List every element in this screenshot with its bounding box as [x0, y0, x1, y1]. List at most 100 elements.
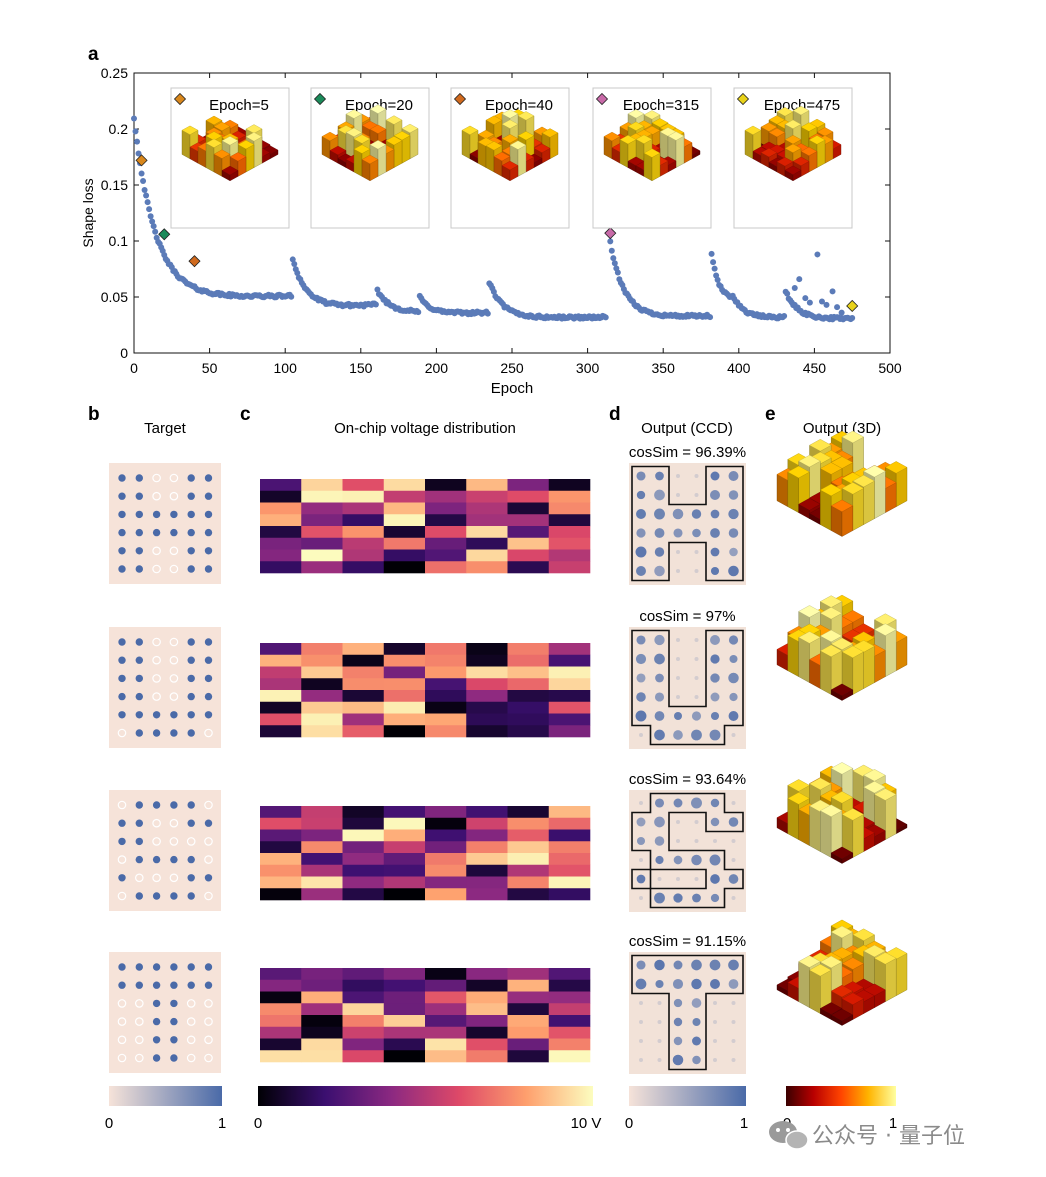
ccd-spot	[676, 839, 680, 843]
ccd-spot	[713, 1001, 717, 1005]
voltage-cell	[260, 829, 302, 842]
ccd-spot	[728, 711, 739, 721]
target-dot	[135, 528, 143, 537]
voltage-cell	[383, 1038, 426, 1051]
loss-point	[141, 187, 148, 194]
ccd-spot	[729, 547, 738, 557]
bar3d-top	[800, 122, 818, 132]
voltage-cell	[507, 1050, 550, 1063]
bar3d-side	[809, 969, 821, 1014]
loss-point	[611, 260, 618, 267]
bar3d-top	[603, 131, 621, 142]
voltage-cell	[466, 502, 508, 515]
voltage-cell	[466, 666, 508, 679]
epoch-marker	[158, 228, 171, 241]
bar3d-top	[784, 143, 802, 153]
ccd-spot	[731, 733, 736, 737]
bar3d-top	[841, 430, 865, 444]
voltage-cell	[548, 502, 591, 515]
voltage-cell	[466, 841, 508, 854]
voltage-cell	[383, 806, 426, 819]
voltage-cell	[342, 888, 385, 901]
target-dot	[187, 874, 195, 882]
voltage-cell	[425, 817, 467, 830]
target-dot	[118, 837, 126, 846]
bar3d-side	[744, 130, 754, 160]
voltage-cell	[548, 479, 591, 492]
bar3d-top	[237, 139, 255, 150]
loss-point	[372, 301, 379, 308]
voltage-cell	[425, 502, 467, 515]
target-dot-off	[135, 1017, 144, 1026]
ccd-spot	[639, 1020, 643, 1024]
ccd-spot	[655, 979, 664, 989]
voltage-cell	[425, 713, 467, 726]
voltage-cell	[383, 968, 426, 981]
ccd-spot	[691, 959, 702, 971]
loss-point	[484, 310, 491, 317]
x-tick-label: 300	[576, 360, 600, 376]
bar3d-top	[345, 109, 363, 119]
target-dot	[187, 474, 195, 482]
loss-point	[291, 260, 298, 267]
panel-label-a: a	[88, 44, 99, 65]
ccd-spot	[639, 1039, 643, 1043]
x-tick-label: 400	[727, 360, 751, 376]
bar3d-top	[874, 952, 897, 965]
target-dot	[135, 801, 143, 809]
target-dot	[204, 692, 213, 701]
target-dot	[187, 674, 195, 683]
voltage-cell	[507, 991, 550, 1004]
target-dot	[118, 819, 126, 827]
colorbar-voltage-max: 10 V	[571, 1115, 602, 1132]
voltage-cell	[342, 643, 385, 656]
voltage-cell	[342, 829, 385, 842]
bar3d-top	[229, 152, 247, 162]
loss-point	[791, 285, 798, 292]
loss-point	[818, 298, 825, 305]
ccd-spot	[710, 547, 720, 557]
ccd-spot	[654, 836, 665, 846]
ccd-spot	[673, 998, 683, 1008]
ccd-spot	[691, 854, 702, 866]
target-dot-off	[186, 1017, 196, 1026]
ccd-spot	[636, 836, 646, 846]
target-dot-off	[152, 818, 161, 828]
target-dot	[135, 510, 143, 519]
ccd-spot	[694, 569, 699, 573]
target-dot	[187, 638, 195, 646]
voltage-cell	[507, 502, 550, 515]
voltage-cell	[260, 853, 302, 866]
ccd-spot	[657, 1058, 662, 1062]
target-dot-off	[204, 837, 213, 846]
voltage-cell	[383, 502, 426, 515]
voltage-cell	[260, 713, 302, 726]
target-dot	[135, 638, 143, 646]
target-dot-off	[169, 818, 179, 828]
bar3d-top	[819, 629, 843, 643]
x-tick-label: 350	[652, 360, 676, 376]
voltage-cell	[548, 537, 591, 550]
target-dot	[118, 528, 126, 537]
target-dot	[135, 692, 143, 701]
target-dot	[170, 729, 178, 737]
epoch-insets: Epoch=5 Epoch=20 Epoch=40 Epoch=315 Epoch=47…	[170, 87, 853, 229]
ccd-spot	[713, 1058, 717, 1062]
bar3d-plot	[461, 109, 559, 182]
voltage-cell	[466, 876, 508, 889]
voltage-cell	[466, 690, 508, 703]
panel-label-d: d	[609, 404, 621, 425]
target-dot	[152, 892, 161, 900]
bar3d-side	[651, 152, 661, 182]
bar3d-top	[221, 165, 239, 176]
voltage-cell	[383, 514, 426, 527]
epoch-inset: Epoch=40	[450, 87, 570, 229]
voltage-cell	[301, 806, 343, 819]
target-dot-off	[152, 873, 161, 883]
voltage-cell	[383, 1026, 426, 1039]
inset-marker	[595, 92, 609, 106]
epoch-marker	[188, 255, 201, 268]
target-dot	[187, 963, 195, 971]
target-dot	[170, 528, 178, 537]
cos-sim-label: cosSim = 96.39%	[629, 444, 746, 461]
